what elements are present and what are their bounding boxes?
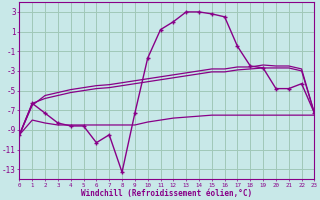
X-axis label: Windchill (Refroidissement éolien,°C): Windchill (Refroidissement éolien,°C) — [81, 189, 252, 198]
